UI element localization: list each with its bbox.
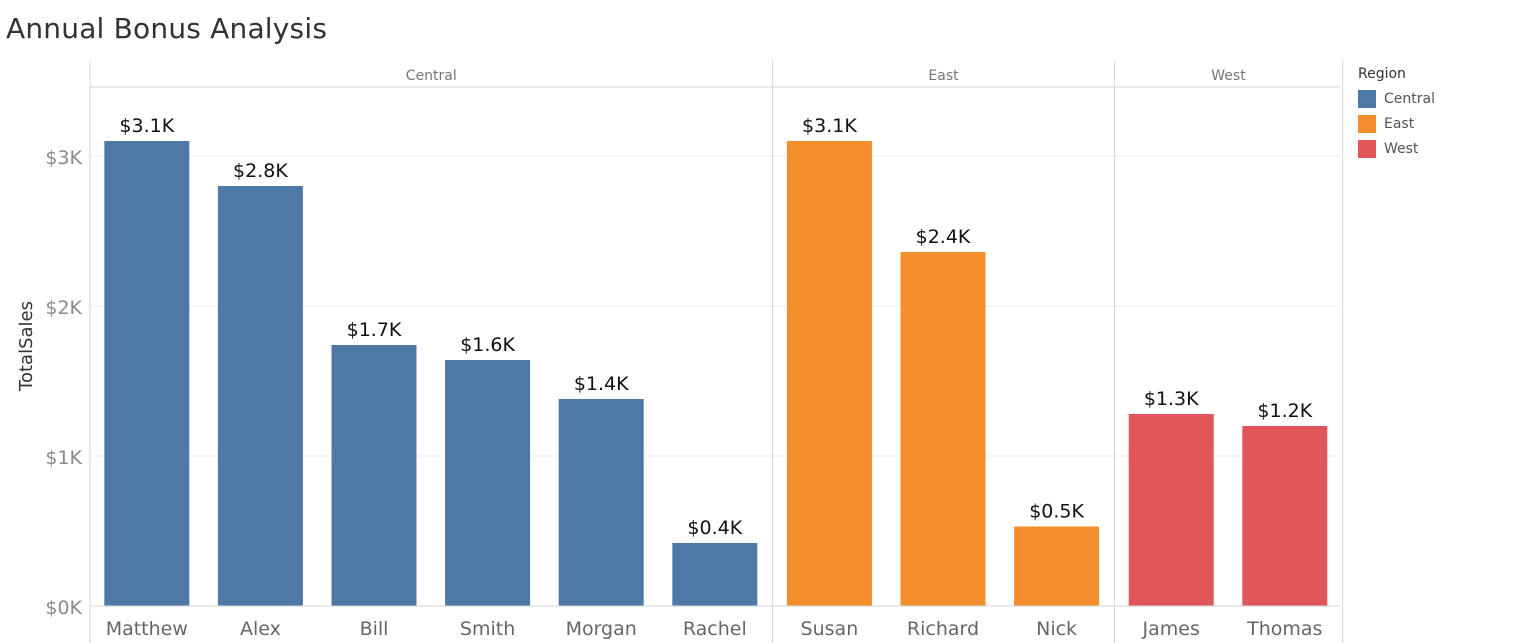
legend-swatch [1358, 139, 1376, 158]
bar-susan [786, 141, 872, 606]
bar-bill [331, 345, 417, 606]
y-tick-label: $0K [45, 597, 82, 619]
bar-nick [1014, 526, 1100, 606]
data-label-smith: $1.6K [460, 334, 515, 356]
bar-alex [217, 186, 303, 606]
bar-matthew [104, 141, 190, 606]
x-tick-label-smith: Smith [460, 618, 515, 640]
x-tick-label-richard: Richard [907, 618, 979, 640]
data-label-nick: $0.5K [1029, 501, 1084, 523]
x-tick-label-thomas: Thomas [1246, 618, 1322, 640]
y-tick-label: $1K [45, 447, 82, 469]
x-tick-label-nick: Nick [1036, 618, 1077, 640]
y-tick-label: $3K [45, 147, 82, 169]
bar-thomas [1242, 426, 1328, 606]
data-label-rachel: $0.4K [687, 517, 742, 539]
panel-header-west: West [1211, 68, 1246, 84]
y-axis-title: TotalSales [16, 301, 37, 392]
chart-title: Annual Bonus Analysis [6, 12, 328, 45]
x-tick-label-matthew: Matthew [106, 618, 188, 640]
data-label-alex: $2.8K [233, 160, 288, 182]
bar-morgan [558, 399, 644, 606]
legend-title: Region [1358, 66, 1406, 82]
x-tick-label-alex: Alex [240, 618, 281, 640]
y-tick-label: $2K [45, 297, 82, 319]
legend-label: West [1384, 140, 1419, 157]
x-tick-label-james: James [1142, 618, 1200, 640]
bar-smith [445, 360, 531, 606]
data-label-richard: $2.4K [916, 226, 971, 248]
legend-label: Central [1384, 90, 1435, 107]
data-label-morgan: $1.4K [574, 373, 629, 395]
panel-header-east: East [928, 68, 959, 84]
x-tick-label-morgan: Morgan [566, 618, 637, 640]
bar-richard [900, 252, 986, 606]
bar-james [1128, 414, 1214, 606]
legend-item-east[interactable]: East [1358, 111, 1435, 136]
data-label-bill: $1.7K [347, 319, 402, 341]
data-label-susan: $3.1K [802, 115, 857, 137]
legend-swatch [1358, 114, 1376, 133]
legend: Region Central East West [1358, 66, 1435, 161]
panel-header-central: Central [406, 68, 457, 84]
x-tick-label-rachel: Rachel [683, 618, 747, 640]
legend-item-west[interactable]: West [1358, 136, 1435, 161]
data-label-thomas: $1.2K [1257, 400, 1312, 422]
data-label-james: $1.3K [1144, 388, 1199, 410]
data-label-matthew: $3.1K [119, 115, 174, 137]
legend-swatch [1358, 89, 1376, 108]
x-tick-label-susan: Susan [801, 618, 859, 640]
bar-rachel [672, 543, 758, 606]
legend-item-central[interactable]: Central [1358, 86, 1435, 111]
legend-label: East [1384, 115, 1415, 132]
x-tick-label-bill: Bill [360, 618, 389, 640]
